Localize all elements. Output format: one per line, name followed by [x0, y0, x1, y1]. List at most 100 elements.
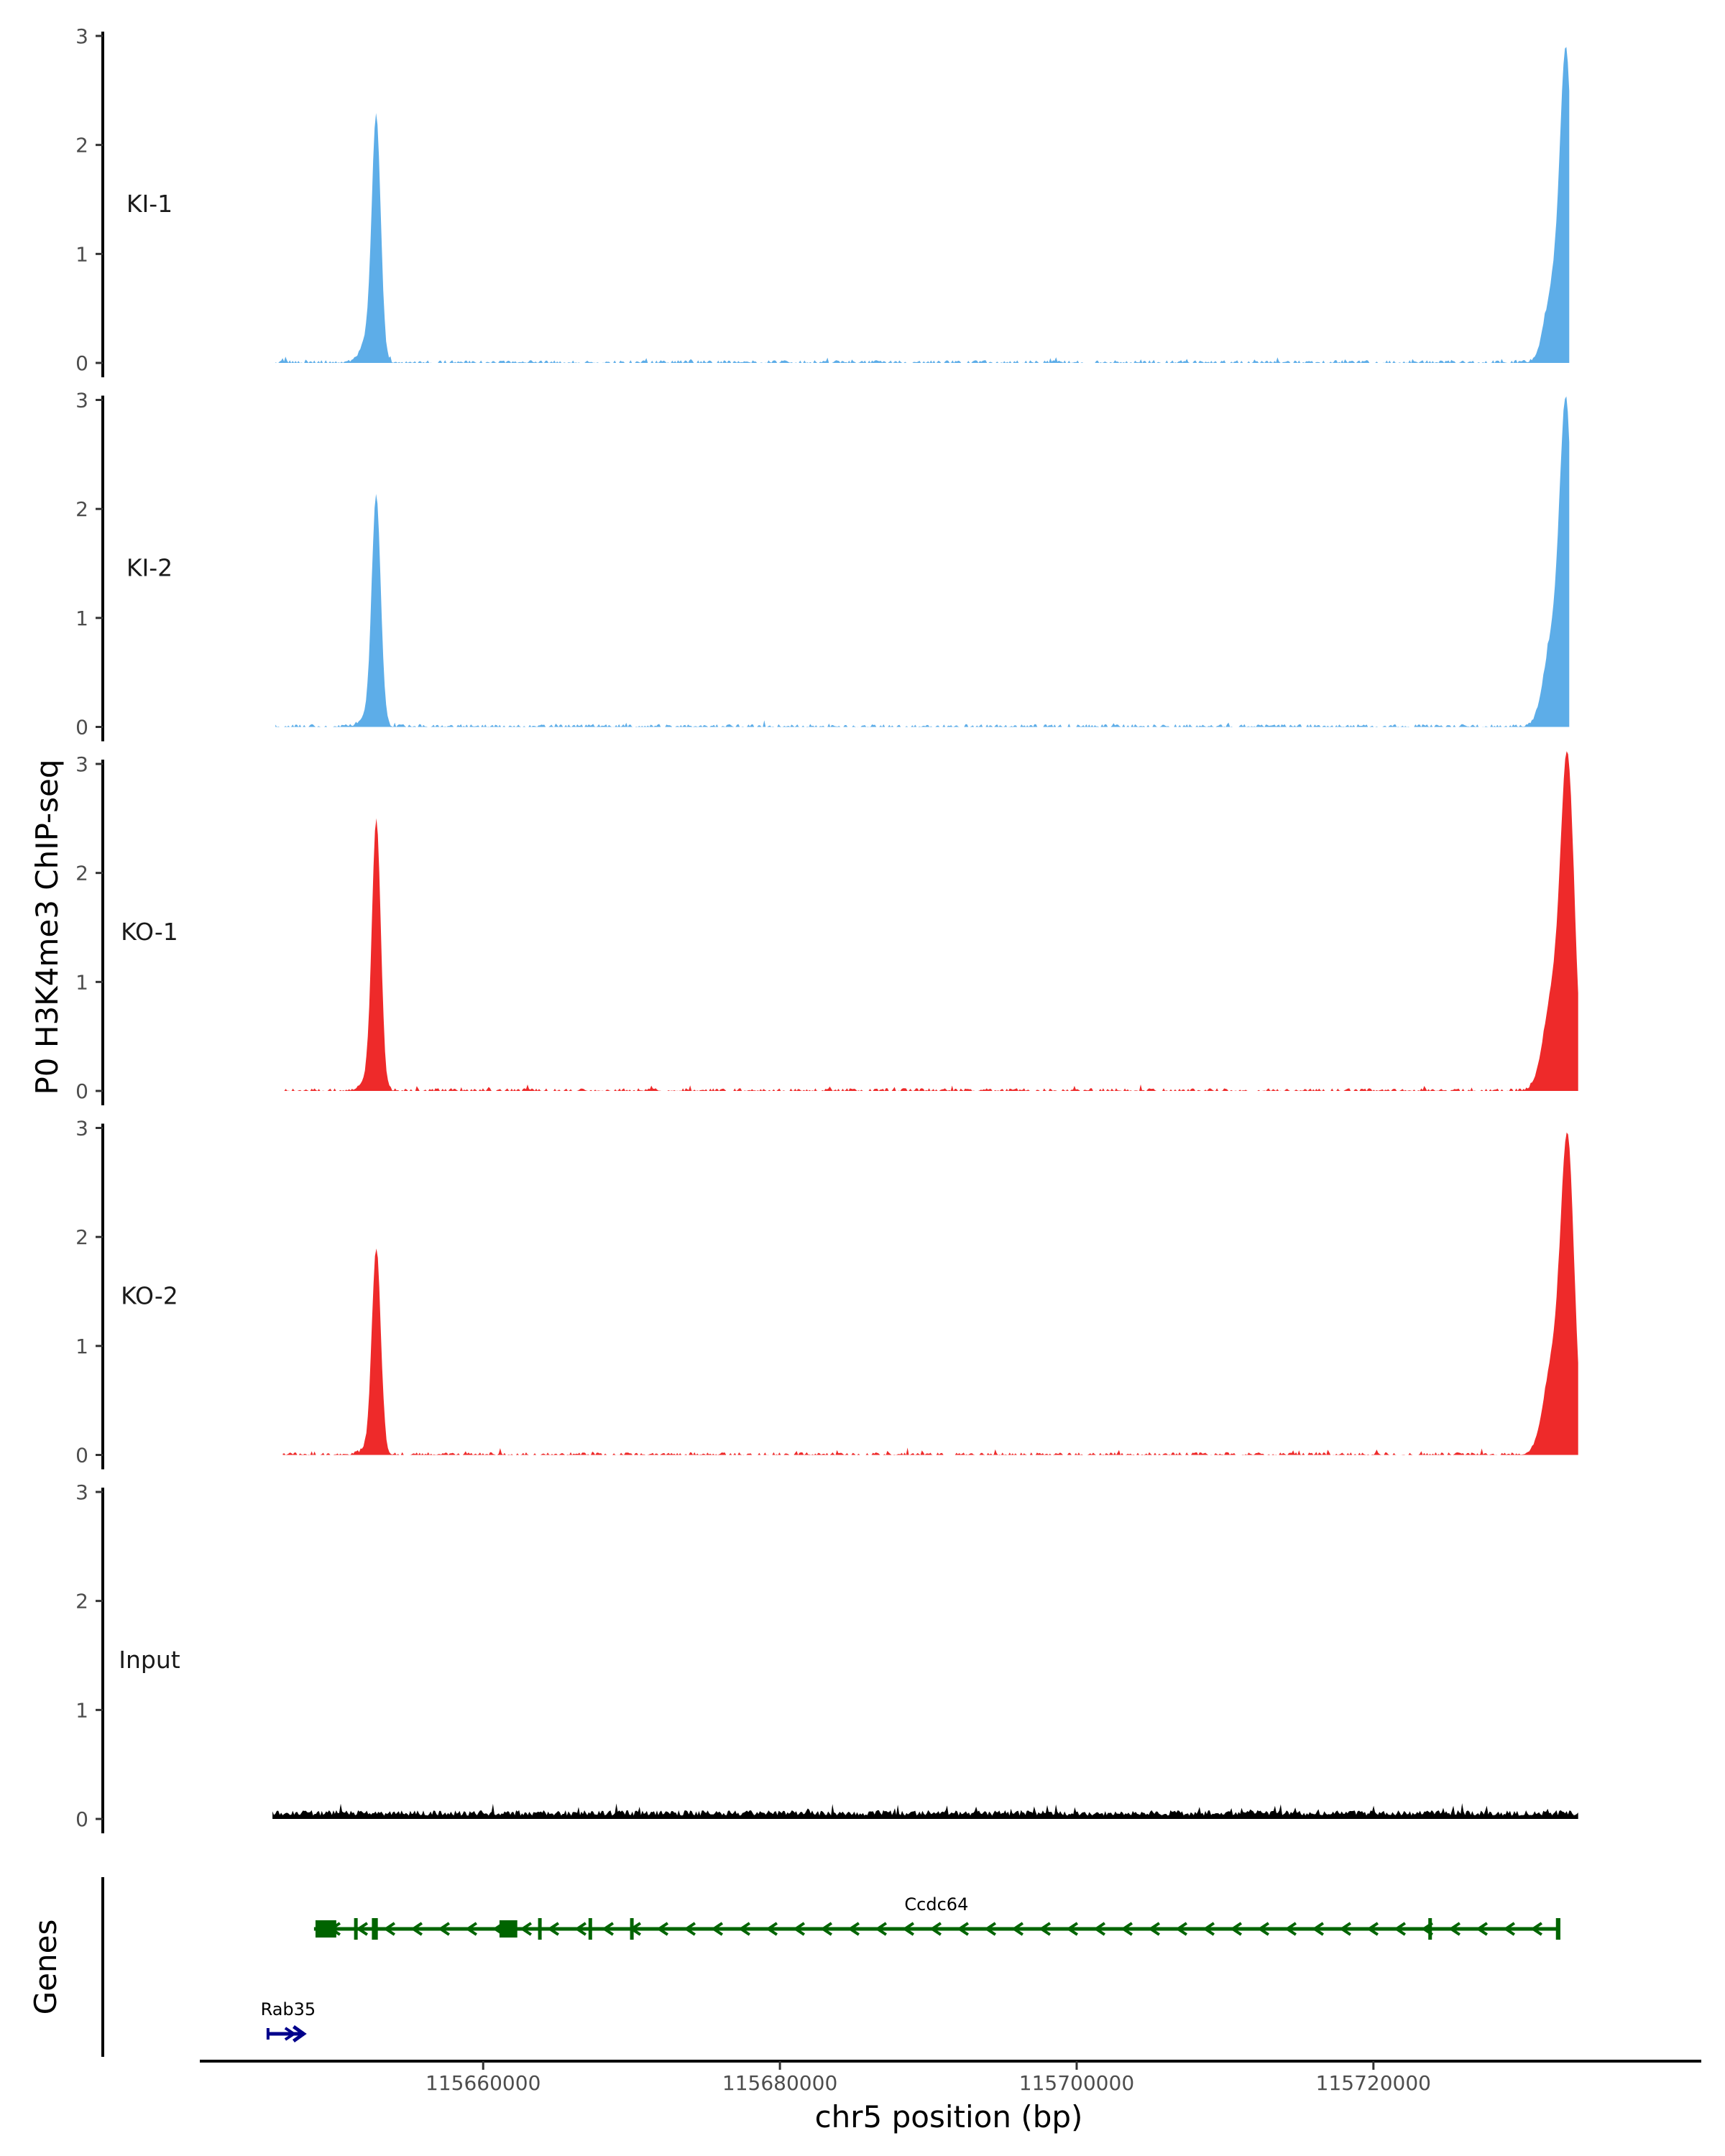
- strand-arrow: [984, 1922, 997, 1936]
- y-tick-label: 0: [75, 1807, 88, 1831]
- x-tick-label: 115660000: [426, 2071, 540, 2095]
- x-tick-label: 115720000: [1316, 2071, 1431, 2095]
- strand-arrow: [1448, 1922, 1461, 1936]
- strand-arrow: [1011, 1922, 1024, 1936]
- track-input: 0 1 2 3 Input: [75, 1480, 1578, 1833]
- strand-arrow: [383, 1922, 396, 1936]
- strand-arrow: [1230, 1922, 1243, 1936]
- strand-arrow: [1066, 1922, 1079, 1936]
- exon: [499, 1920, 518, 1938]
- y-tick-label: 3: [75, 1117, 88, 1141]
- y-tick-label: 0: [75, 1444, 88, 1468]
- coverage-area: [275, 47, 1570, 364]
- strand-arrow: [1476, 1922, 1489, 1936]
- gene-ccdc64: Ccdc64: [313, 1894, 1560, 1940]
- coverage-area: [282, 1132, 1578, 1455]
- gene-rab35: Rab35: [261, 1999, 316, 2043]
- y-tick-label: 1: [75, 1698, 88, 1722]
- track-ko-2: 0 1 2 3 KO-2: [75, 1117, 1578, 1470]
- y-tick-label: 0: [75, 1079, 88, 1103]
- strand-arrow: [1093, 1922, 1106, 1936]
- track-ko-1: 0 1 2 3 KO-1: [75, 751, 1578, 1105]
- y-tick-label: 1: [75, 970, 88, 994]
- track-label: KI-2: [126, 554, 172, 582]
- track-ki-2: 0 1 2 3 KI-2: [75, 389, 1570, 742]
- strand-arrow: [1175, 1922, 1188, 1936]
- strand-arrow: [1202, 1922, 1215, 1936]
- strand-arrow: [410, 1922, 423, 1936]
- strand-arrow: [1121, 1922, 1133, 1936]
- track-label: KI-1: [126, 190, 172, 218]
- y-tick-label: 1: [75, 1335, 88, 1358]
- genes-track: Genes Rab35 Ccdc64: [28, 1877, 1560, 2057]
- exon: [372, 1918, 378, 1940]
- strand-arrow: [438, 1922, 451, 1936]
- coverage-area: [272, 1803, 1578, 1819]
- exon: [1555, 1918, 1560, 1940]
- exon: [538, 1918, 542, 1940]
- strand-arrow: [765, 1922, 778, 1936]
- track-label: KO-2: [121, 1282, 178, 1310]
- exon: [630, 1918, 634, 1940]
- y-tick-label: 2: [75, 497, 88, 521]
- exon: [354, 1918, 358, 1940]
- strand-arrow: [465, 1922, 478, 1936]
- strand-arrow: [847, 1922, 860, 1936]
- strand-arrow: [1148, 1922, 1161, 1936]
- y-tick-label: 2: [75, 862, 88, 885]
- strand-arrow: [1312, 1922, 1325, 1936]
- track-label: KO-1: [121, 918, 178, 946]
- coverage-area: [282, 751, 1578, 1091]
- y-axis-title: P0 H3K4me3 ChIP-seq: [29, 759, 65, 1095]
- strand-arrow: [656, 1922, 669, 1936]
- y-tick-label: 0: [75, 351, 88, 375]
- strand-arrow: [1257, 1922, 1270, 1936]
- x-axis-title: chr5 position (bp): [815, 2099, 1083, 2134]
- strand-arrow: [1503, 1922, 1516, 1936]
- y-tick-label: 1: [75, 607, 88, 630]
- y-tick-label: 2: [75, 1590, 88, 1613]
- track-label: Input: [119, 1646, 180, 1674]
- y-tick-label: 3: [75, 24, 88, 48]
- y-tick-label: 3: [75, 752, 88, 776]
- strand-arrow: [711, 1922, 724, 1936]
- strand-arrow: [574, 1922, 587, 1936]
- strand-arrow: [1530, 1922, 1543, 1936]
- y-tick-label: 1: [75, 242, 88, 266]
- strand-arrow: [902, 1922, 915, 1936]
- strand-arrow: [738, 1922, 751, 1936]
- strand-arrow: [684, 1922, 696, 1936]
- exon: [1428, 1918, 1432, 1940]
- y-tick-label: 0: [75, 716, 88, 740]
- tracks: 0 1 2 3 KI-1 0 1 2 3 KI-2 0 1 2 3 KO-1 0 1 2 3 KO-2 0 1 2 3 Inpu…: [75, 24, 1578, 1833]
- strand-arrow: [284, 2027, 297, 2041]
- x-tick-label: 115680000: [722, 2071, 837, 2095]
- exon: [588, 1918, 592, 1940]
- strand-arrow: [356, 1922, 369, 1936]
- x-tick-label: 115700000: [1019, 2071, 1134, 2095]
- strand-arrow: [547, 1922, 560, 1936]
- strand-arrow: [1394, 1922, 1407, 1936]
- strand-arrow: [602, 1922, 615, 1936]
- strand-arrow: [520, 1922, 533, 1936]
- genes-track-title: Genes: [28, 1920, 63, 2015]
- strand-arrow: [820, 1922, 833, 1936]
- strand-arrow: [1366, 1922, 1379, 1936]
- exon: [315, 1920, 336, 1938]
- coverage-area: [275, 396, 1570, 727]
- y-tick-label: 3: [75, 1480, 88, 1504]
- strand-arrow: [793, 1922, 806, 1936]
- gene-label: Rab35: [261, 1999, 316, 2019]
- gene-label: Ccdc64: [904, 1894, 968, 1915]
- strand-arrow: [1339, 1922, 1352, 1936]
- track-ki-1: 0 1 2 3 KI-1: [75, 24, 1570, 377]
- x-axis: 115660000 115680000 115700000 115720000: [200, 2060, 1701, 2095]
- strand-arrow: [1284, 1922, 1297, 1936]
- strand-arrow: [875, 1922, 888, 1936]
- y-tick-label: 2: [75, 1225, 88, 1249]
- strand-arrow: [929, 1922, 942, 1936]
- y-tick-label: 3: [75, 389, 88, 413]
- y-tick-label: 2: [75, 134, 88, 157]
- strand-arrow: [957, 1922, 970, 1936]
